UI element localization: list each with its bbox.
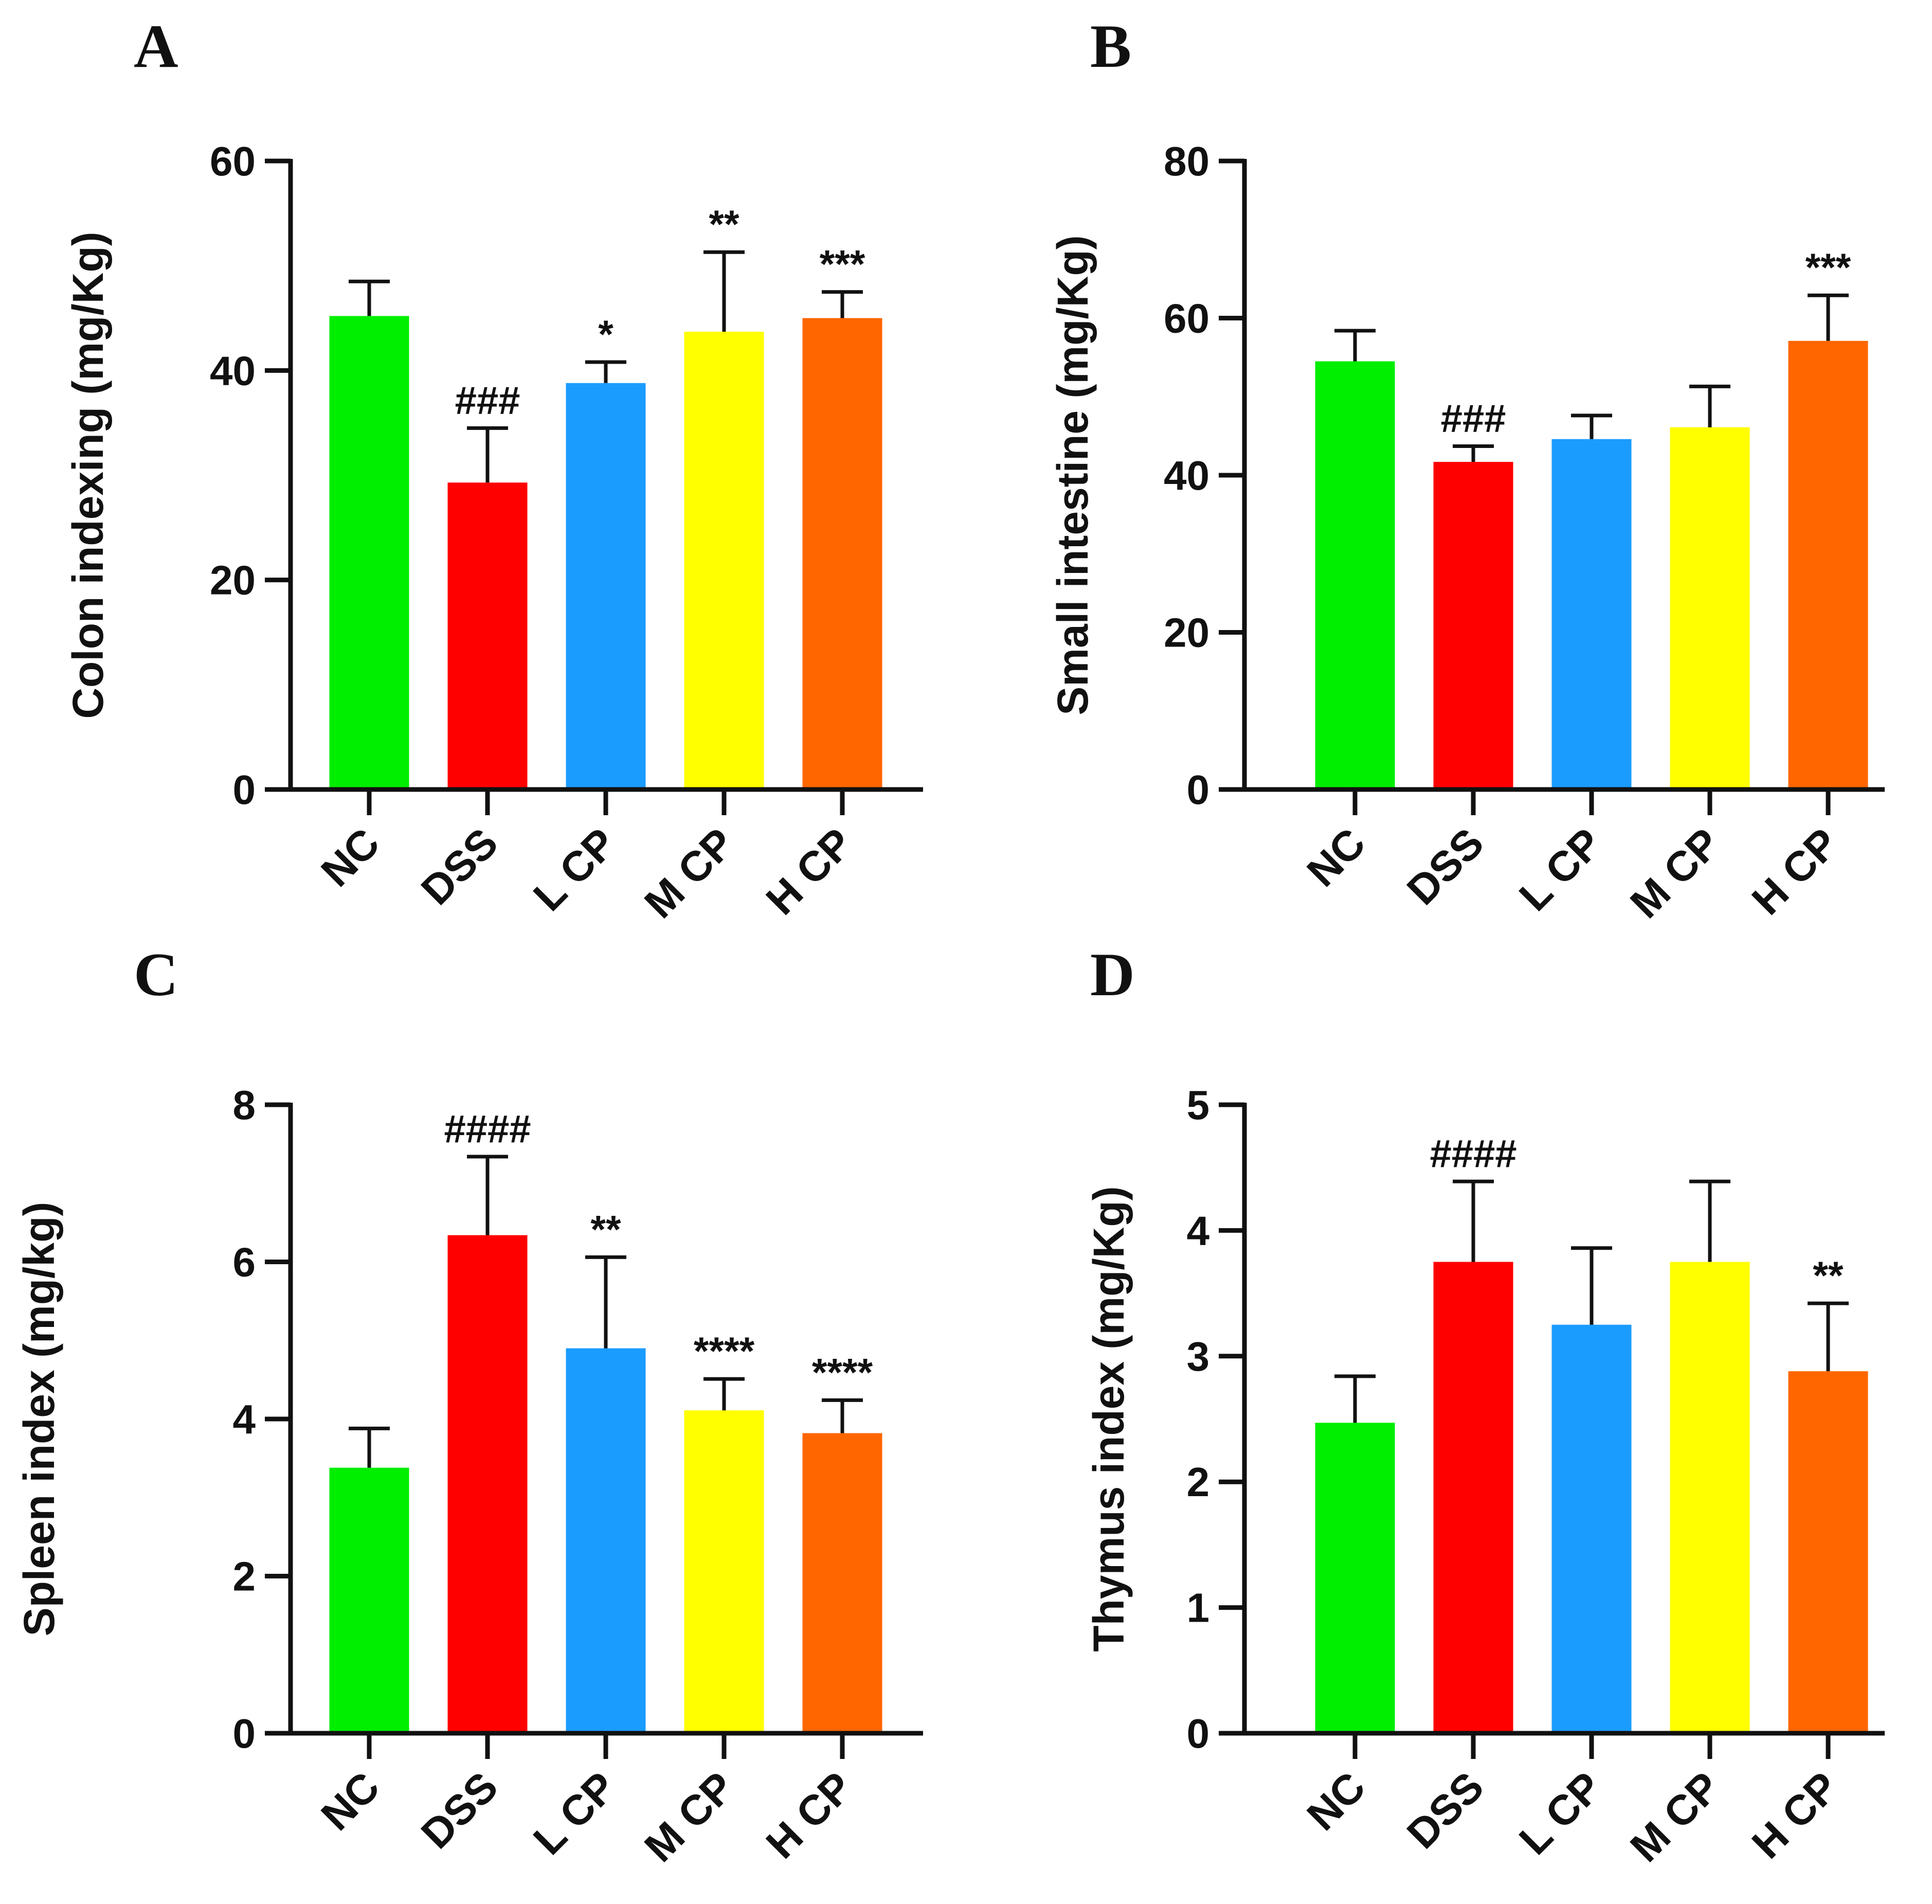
significance-label: ***	[1805, 246, 1851, 290]
bar-m-cp	[1670, 427, 1750, 789]
bar-m-cp	[684, 1410, 764, 1733]
y-tick-label: 0	[233, 767, 256, 813]
y-tick-label: 3	[1187, 1334, 1210, 1379]
y-tick-label: 0	[1187, 1711, 1210, 1756]
y-axis-title: Colon indexing (mg/Kg)	[64, 231, 112, 719]
y-tick-label: 60	[1164, 296, 1209, 342]
bar-dss	[447, 1235, 528, 1733]
significance-label: ****	[694, 1330, 755, 1373]
y-tick-label: 6	[233, 1240, 256, 1285]
significance-label: **	[709, 203, 739, 246]
bar-l-cp	[1551, 439, 1632, 789]
panel-letter: D	[1090, 940, 1135, 1009]
bar-nc	[1315, 361, 1395, 789]
y-tick-label: 0	[1187, 767, 1210, 813]
y-tick-label: 40	[210, 348, 256, 393]
y-axis-title: Small intestine (mg/Kg)	[1049, 235, 1097, 715]
bar-h-cp	[802, 1433, 882, 1733]
bar-h-cp	[1788, 1371, 1868, 1733]
y-tick-label: 4	[233, 1396, 256, 1442]
significance-label: ###	[1441, 397, 1506, 440]
bar-nc	[329, 316, 409, 789]
significance-label: **	[590, 1208, 621, 1251]
bar-h-cp	[1788, 340, 1868, 789]
significance-label: ####	[1430, 1132, 1516, 1176]
bar-l-cp	[566, 383, 646, 789]
bar-m-cp	[684, 331, 764, 789]
bar-l-cp	[1551, 1324, 1632, 1733]
bar-l-cp	[566, 1348, 646, 1733]
significance-label: ####	[444, 1107, 531, 1151]
significance-label: ***	[820, 243, 865, 286]
y-tick-label: 80	[1164, 138, 1209, 184]
y-tick-label: 2	[233, 1554, 256, 1600]
significance-label: ###	[455, 379, 520, 422]
bar-h-cp	[802, 318, 882, 789]
panel-letter: C	[134, 940, 178, 1009]
y-tick-label: 40	[1164, 453, 1209, 498]
bar-dss	[1433, 1262, 1513, 1733]
significance-label: **	[1813, 1254, 1844, 1298]
panel-letter: B	[1090, 12, 1131, 80]
bar-dss	[447, 482, 528, 789]
significance-label: ****	[812, 1351, 873, 1394]
bar-dss	[1433, 462, 1513, 789]
y-tick-label: 1	[1187, 1585, 1210, 1631]
y-tick-label: 4	[1187, 1208, 1210, 1253]
y-tick-label: 5	[1187, 1082, 1210, 1128]
y-tick-label: 20	[1164, 610, 1209, 656]
y-tick-label: 60	[210, 138, 256, 184]
y-tick-label: 0	[233, 1711, 256, 1756]
y-tick-label: 8	[233, 1082, 256, 1128]
bar-nc	[1315, 1423, 1395, 1733]
y-axis-title: Spleen index (mg/kg)	[15, 1202, 63, 1637]
y-tick-label: 20	[210, 558, 256, 603]
y-axis-title: Thymus index (mg/Kg)	[1085, 1186, 1133, 1651]
y-tick-label: 2	[1187, 1459, 1210, 1505]
panel-letter: A	[134, 12, 178, 80]
significance-label: *	[598, 313, 613, 356]
bar-m-cp	[1670, 1262, 1750, 1733]
bar-nc	[329, 1467, 409, 1733]
